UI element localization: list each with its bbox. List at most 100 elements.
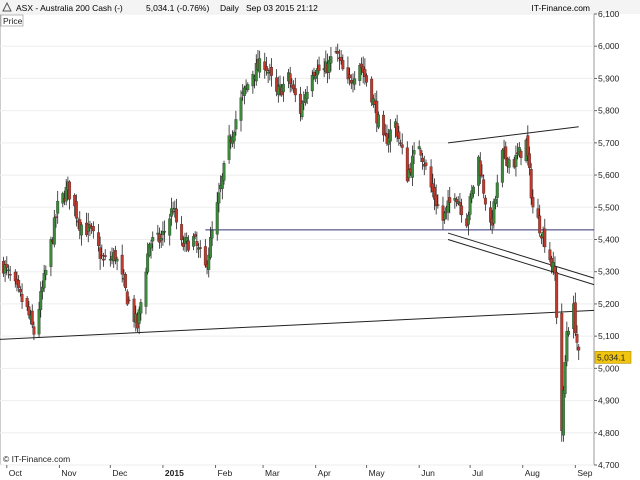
candle-body: [397, 131, 401, 139]
candle-body: [421, 157, 425, 163]
candle-body: [146, 253, 150, 273]
candle-body: [208, 237, 212, 258]
candle-body: [365, 75, 369, 83]
x-tick-label: Apr: [318, 468, 331, 478]
y-tick-label: 5,800: [598, 106, 620, 116]
candle-body: [54, 216, 58, 218]
y-tick-label: 5,500: [598, 202, 620, 212]
candle-body: [234, 119, 238, 130]
candle-body: [500, 149, 504, 183]
candle-body: [270, 66, 273, 76]
candle-body: [227, 135, 231, 160]
candle-body: [115, 258, 119, 262]
candle-body: [565, 331, 569, 362]
candle-body: [400, 144, 404, 148]
candle-body: [305, 92, 309, 99]
candle-body: [492, 201, 496, 224]
candle-body: [158, 233, 161, 243]
candle-body: [52, 217, 56, 245]
candle-body: [239, 97, 243, 121]
candle-body: [460, 205, 464, 216]
candle-body: [113, 250, 117, 261]
candle-body: [207, 254, 211, 270]
candle-body: [312, 71, 316, 76]
candle-body: [577, 346, 581, 351]
x-tick-label: Sep: [577, 468, 592, 478]
candle-body: [424, 162, 428, 166]
candle-body: [144, 271, 148, 307]
candle-body: [555, 272, 559, 318]
candle-body: [276, 86, 280, 95]
candle-body: [472, 186, 475, 194]
y-axis: 4,700 4,800 4,900 5,000 5,100 5,200 5,300 5,400…: [594, 9, 632, 470]
candle-body: [39, 291, 43, 310]
candle-body: [91, 226, 95, 232]
candle-body: [341, 60, 345, 70]
candle-body: [193, 234, 197, 237]
candle-body: [281, 83, 285, 93]
candle-body: [254, 63, 258, 82]
candle-body: [483, 197, 487, 205]
candle-body: [288, 73, 292, 84]
candle-body: [419, 150, 423, 156]
candle-body: [163, 231, 167, 233]
candle-body: [80, 224, 83, 236]
candle-body: [348, 74, 352, 78]
x-tick-label: Jul: [472, 468, 483, 478]
last-price-badge: [594, 351, 632, 364]
channel-lower-2-line: [447, 239, 595, 286]
candle-body: [124, 274, 128, 289]
channel-lower-1-line: [447, 232, 595, 279]
candle-body: [56, 200, 60, 214]
candle-body: [410, 155, 414, 178]
x-tick-label: Nov: [61, 468, 77, 478]
candle-body: [232, 131, 236, 142]
x-tick-label: Aug: [525, 468, 540, 478]
candle-body: [96, 232, 100, 246]
x-tick-label: Mar: [265, 468, 280, 478]
x-tick-label: Dec: [112, 468, 128, 478]
candle-body: [560, 312, 564, 432]
candle-body: [399, 142, 402, 144]
candle-body: [548, 249, 552, 260]
x-tick-label: Oct: [9, 468, 23, 478]
y-tick-label: 6,000: [598, 41, 620, 51]
y-tick-label: 4,800: [598, 428, 620, 438]
candlesticks: [1, 43, 581, 442]
candle-body: [495, 182, 499, 198]
candle-body: [266, 72, 270, 74]
candle-body: [180, 224, 184, 241]
candle-body: [25, 298, 29, 307]
candle-body: [149, 243, 153, 249]
grid: [0, 13, 594, 466]
candle-body: [251, 74, 255, 87]
candle-body: [74, 201, 78, 219]
y-tick-label: 4,900: [598, 396, 620, 406]
y-tick-label: 4,700: [598, 460, 620, 470]
candle-body: [198, 247, 202, 249]
candle-body: [8, 273, 12, 276]
candle-body: [30, 310, 34, 325]
candle-body: [42, 273, 46, 289]
candle-body: [246, 84, 250, 90]
candle-body: [436, 204, 440, 206]
candle-body: [203, 246, 207, 266]
candle-body: [169, 208, 173, 217]
candle-body: [159, 238, 163, 241]
candle-body: [528, 153, 531, 169]
candle-body: [458, 202, 462, 206]
candle-body: [466, 214, 470, 225]
candle-body: [468, 196, 472, 215]
y-tick-label: 5,900: [598, 73, 620, 83]
candle-body: [529, 169, 533, 199]
quote-text: 5,034.1 (-0.76%): [146, 3, 209, 13]
y-tick-label: 5,100: [598, 331, 620, 341]
candle-body: [310, 75, 314, 92]
y-tick-label: 5,400: [598, 235, 620, 245]
candle-body: [504, 146, 508, 160]
candle-body: [49, 239, 53, 267]
candle-body: [192, 236, 195, 247]
candle-body: [195, 240, 199, 246]
candle-body: [300, 103, 304, 118]
candle-body: [314, 75, 318, 79]
